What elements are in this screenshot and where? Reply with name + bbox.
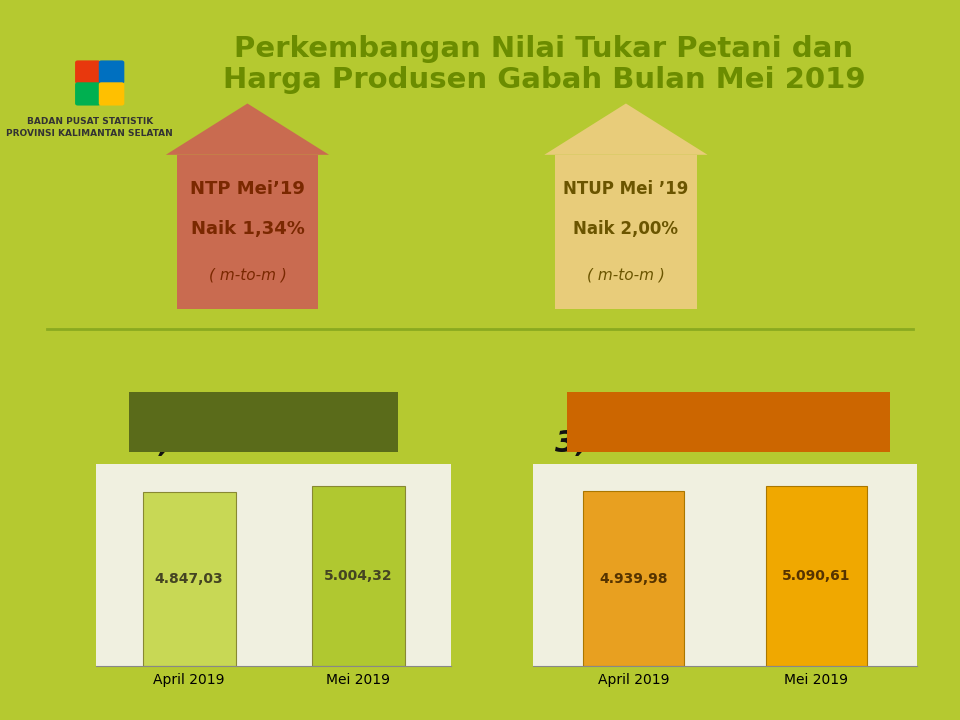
Text: Perkembangan Nilai Tukar Petani dan: Perkembangan Nilai Tukar Petani dan bbox=[234, 35, 853, 63]
FancyBboxPatch shape bbox=[177, 155, 318, 309]
FancyBboxPatch shape bbox=[99, 82, 125, 106]
FancyBboxPatch shape bbox=[129, 392, 397, 452]
Bar bbox=[766, 486, 867, 666]
Bar bbox=[583, 491, 684, 666]
Text: 4.939,98: 4.939,98 bbox=[599, 572, 667, 585]
Text: NTUP Mei ’19: NTUP Mei ’19 bbox=[564, 180, 688, 198]
Text: ( m-to-m ): ( m-to-m ) bbox=[208, 267, 286, 282]
FancyBboxPatch shape bbox=[566, 392, 891, 452]
Text: 4.847,03: 4.847,03 bbox=[155, 572, 224, 586]
Polygon shape bbox=[166, 104, 329, 155]
Text: 3,25%: 3,25% bbox=[138, 429, 244, 458]
Bar bbox=[312, 486, 405, 666]
Text: Tingkat Penggilingan: Tingkat Penggilingan bbox=[629, 428, 828, 446]
Text: 5.004,32: 5.004,32 bbox=[324, 569, 393, 583]
Text: NTP Mei’19: NTP Mei’19 bbox=[190, 180, 305, 198]
Text: ( m-to-m ): ( m-to-m ) bbox=[587, 267, 665, 282]
Text: Harga Rata-Rata: Harga Rata-Rata bbox=[651, 405, 805, 423]
Bar bbox=[142, 492, 235, 666]
Text: 3,05%: 3,05% bbox=[555, 429, 660, 458]
FancyBboxPatch shape bbox=[75, 60, 101, 84]
Text: Harga Produsen Gabah Bulan Mei 2019: Harga Produsen Gabah Bulan Mei 2019 bbox=[223, 66, 865, 94]
Text: BADAN PUSAT STATISTIK: BADAN PUSAT STATISTIK bbox=[27, 117, 153, 126]
Text: Naik 2,00%: Naik 2,00% bbox=[573, 220, 679, 238]
Text: Harga Rata-Rata: Harga Rata-Rata bbox=[186, 405, 342, 423]
FancyBboxPatch shape bbox=[75, 82, 101, 106]
Text: Naik 1,34%: Naik 1,34% bbox=[190, 220, 304, 238]
Text: PROVINSI KALIMANTAN SELATAN: PROVINSI KALIMANTAN SELATAN bbox=[7, 129, 173, 138]
Text: Tingkat Petani: Tingkat Petani bbox=[196, 428, 332, 446]
FancyBboxPatch shape bbox=[99, 60, 125, 84]
Polygon shape bbox=[544, 104, 708, 155]
FancyBboxPatch shape bbox=[555, 155, 697, 309]
Text: 5.090,61: 5.090,61 bbox=[782, 569, 851, 583]
